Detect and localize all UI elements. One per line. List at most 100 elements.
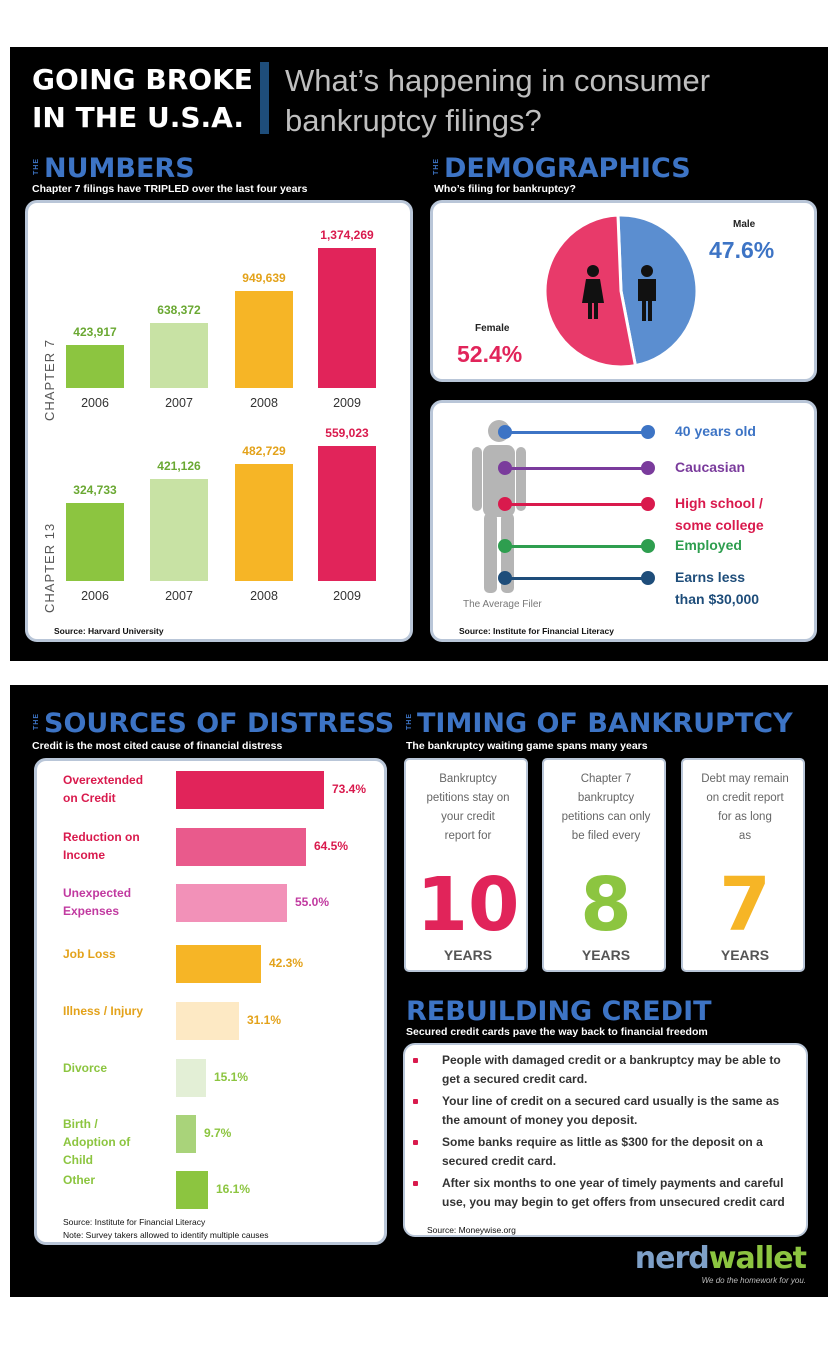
trait-line-2: than $30,000 (675, 591, 760, 607)
chapter13-bar-2007 (150, 479, 208, 581)
demographics-subtitle: Who’s filing for bankruptcy? (434, 183, 576, 195)
average-filer-card: 40 years old Caucasian High school / some c… (430, 400, 817, 642)
timing-card-description: Chapter 7 bankruptcy petitions can only be … (548, 770, 664, 846)
cause-label: Job Loss (63, 945, 116, 963)
cause-value-label: 42.3% (269, 956, 304, 970)
timing-desc-line: your credit (441, 811, 495, 823)
numbers-heading: THE NUMBERS (33, 154, 195, 184)
chapter13-bar-2006 (66, 503, 124, 581)
trait-connector-line (505, 467, 647, 470)
chapter7-value-label: 1,374,269 (320, 228, 374, 242)
logo-wallet: wallet (708, 1241, 807, 1276)
cause-value-label: 15.1% (214, 1070, 249, 1084)
timing-card: Chapter 7 bankruptcy petitions can only be … (542, 758, 666, 972)
cause-label-line: Adoption of (63, 1135, 131, 1149)
trait-line-1: High school / (675, 495, 763, 511)
trait-connector-line (505, 503, 647, 506)
timing-card: Debt may remain on credit report for as lo… (681, 758, 805, 972)
trait-dot-end (641, 461, 655, 475)
rebuilding-subtitle: Secured credit cards pave the way back t… (406, 1026, 708, 1038)
trait-text: 40 years old (675, 420, 756, 442)
timing-card-number: 7 (719, 862, 771, 948)
chapter7-bar-2007 (150, 323, 208, 388)
cause-label: Overextended on Credit (63, 771, 143, 807)
cause-value-label: 73.4% (332, 782, 367, 796)
numbers-subtitle: Chapter 7 filings have TRIPLED over the … (32, 183, 308, 195)
chapter13-axis-label: CHAPTER 13 (42, 522, 57, 613)
bullet-icon (413, 1140, 418, 1145)
timing-desc-line: Chapter 7 (580, 773, 632, 785)
distress-subtitle: Credit is the most cited cause of financ… (32, 740, 283, 752)
timing-heading: THE TIMING OF BANKRUPTCY (406, 708, 793, 739)
cause-label-line: Income (63, 848, 106, 862)
cause-value-label: 31.1% (247, 1013, 282, 1027)
female-percent: 52.4% (457, 341, 523, 367)
rebuilding-title: REBUILDING CREDIT (406, 996, 712, 1027)
rebuilding-tip: Some banks require as little as $300 for… (442, 1135, 763, 1168)
subtitle-line-1: What’s happening in consumer (285, 63, 711, 98)
chapter13-value-label: 482,729 (242, 444, 286, 458)
distress-title: SOURCES OF DISTRESS (44, 708, 395, 739)
timing-desc-line: be filed every (571, 830, 641, 842)
cause-bar-3 (176, 945, 261, 983)
cause-label: Unexpected Expenses (63, 884, 131, 920)
chapter13-year-label: 2008 (250, 589, 278, 603)
timing-title: TIMING OF BANKRUPTCY (417, 708, 793, 739)
chapter13-value-label: 324,733 (73, 483, 117, 497)
cause-label: Other (63, 1171, 95, 1189)
timing-desc-line: as (738, 830, 752, 842)
numbers-card: CHAPTER 7 CHAPTER 13 423,917 2006 638,372 2… (25, 200, 413, 642)
rebuilding-tip: After six months to one year of timely p… (442, 1176, 785, 1209)
rebuilding-tip: Your line of credit on a secured card us… (442, 1094, 780, 1127)
cause-label: Divorce (63, 1059, 107, 1077)
trait-text: Caucasian (675, 456, 745, 478)
chapter7-year-label: 2009 (333, 396, 361, 410)
trait-dot-end (641, 497, 655, 511)
timing-desc-line: petitions can only (561, 811, 651, 823)
cause-bar-6 (176, 1115, 196, 1153)
chapter7-bar-2006 (66, 345, 124, 388)
timing-card-number: 10 (416, 862, 520, 948)
cause-value-label: 64.5% (314, 839, 349, 853)
timing-card-number: 8 (580, 862, 632, 948)
timing-card-description: Debt may remain on credit report for as lo… (687, 770, 803, 846)
trait-connector-line (505, 431, 647, 434)
distress-heading: THE SOURCES OF DISTRESS (33, 708, 395, 739)
cause-label: Reduction on Income (63, 828, 140, 864)
average-filer-caption: The Average Filer (463, 599, 542, 610)
timing-card-unit: YEARS (720, 947, 770, 963)
chapter7-year-label: 2007 (165, 396, 193, 410)
pie-slice-male (616, 213, 699, 368)
cause-value-label: 55.0% (295, 895, 330, 909)
trait-line-1: Employed (675, 537, 742, 553)
cause-label-line: Expenses (63, 904, 120, 918)
timing-desc-line: bankruptcy (577, 792, 635, 804)
cause-bar-4 (176, 1002, 239, 1040)
chapter13-year-label: 2006 (81, 589, 109, 603)
page-subtitle: What’s happening in consumer bankruptcy … (285, 61, 710, 141)
timing-desc-line: Debt may remain (701, 773, 789, 785)
cause-label-line: Divorce (63, 1061, 108, 1075)
subtitle-line-2: bankruptcy filings? (285, 103, 542, 138)
timing-card-unit: YEARS (581, 947, 631, 963)
bullet-icon (413, 1181, 418, 1186)
chapter7-year-label: 2008 (250, 396, 278, 410)
cause-label: Illness / Injury (63, 1002, 143, 1020)
title-divider (260, 62, 269, 134)
demographics-heading: THE DEMOGRAPHICS (433, 153, 691, 184)
distress-card: Overextended on Credit 73.4% Reduction on In… (34, 758, 387, 1245)
trait-line-1: 40 years old (675, 423, 756, 439)
demographics-title: DEMOGRAPHICS (444, 153, 691, 184)
cause-bar-2 (176, 884, 287, 922)
bullet-icon (413, 1099, 418, 1104)
cause-label-line: Child (63, 1153, 93, 1167)
male-icon (638, 265, 656, 321)
chapter7-value-label: 638,372 (157, 303, 201, 317)
female-icon (582, 265, 604, 319)
distress-the-label: THE (33, 713, 40, 730)
chapter13-bar-2009 (318, 446, 376, 581)
trait-connector-line (505, 577, 647, 580)
chapter7-year-label: 2006 (81, 396, 109, 410)
distress-source: Source: Institute for Financial Literacy (63, 1217, 206, 1227)
female-label: Female (475, 323, 510, 334)
